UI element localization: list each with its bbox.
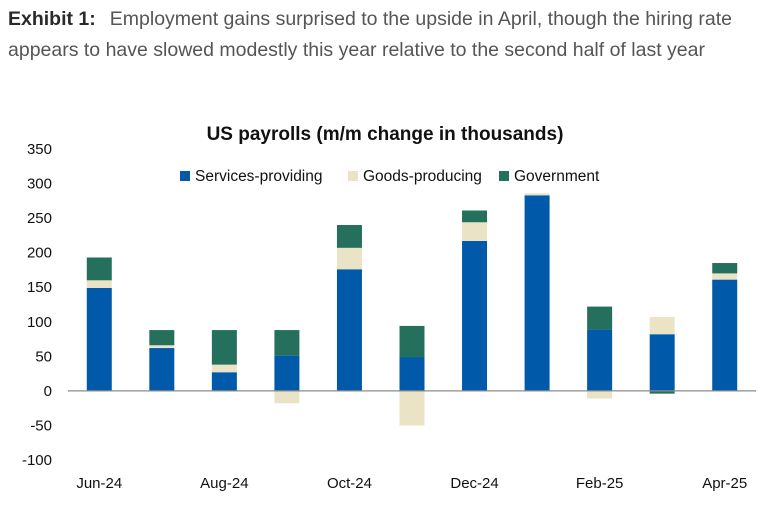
bar-services-providing: [274, 355, 300, 391]
bar-government: [649, 390, 675, 394]
y-axis: 350 300 250 200 150 100 50 0 -50 -100: [22, 141, 52, 469]
x-tick-label: Oct-24: [327, 475, 372, 492]
x-tick-label: Jun-24: [76, 475, 122, 492]
x-tick-label: Aug-24: [200, 475, 248, 492]
bar-goods-producing: [274, 390, 300, 404]
bar-government: [149, 330, 175, 346]
legend-swatch-goods-producing: [348, 171, 358, 181]
y-tick-label: 0: [44, 383, 52, 400]
bars: [86, 193, 738, 426]
legend-label-government: Government: [514, 168, 600, 185]
bar-goods-producing: [149, 345, 175, 349]
chart-title: US payrolls (m/m change in thousands): [207, 124, 564, 145]
y-tick-label: 150: [27, 279, 52, 296]
bar-services-providing: [524, 195, 550, 391]
exhibit-text: Employment gains surprised to the upside…: [8, 8, 732, 61]
bar-services-providing: [336, 269, 362, 391]
bar-government: [712, 263, 738, 274]
y-tick-label: 100: [27, 314, 52, 331]
exhibit-label: Exhibit 1:: [8, 8, 96, 30]
bar-goods-producing: [587, 390, 613, 399]
bar-services-providing: [399, 357, 425, 391]
bar-goods-producing: [462, 222, 488, 241]
bar-government: [86, 257, 112, 281]
bar-goods-producing: [399, 390, 425, 426]
bar-government: [336, 225, 362, 248]
bar-goods-producing: [336, 247, 362, 270]
bar-goods-producing: [211, 364, 237, 373]
y-tick-label: -50: [30, 417, 52, 434]
x-tick-label: Apr-25: [702, 475, 747, 492]
legend-label-goods-producing: Goods-producing: [363, 168, 482, 185]
y-tick-label: 350: [27, 141, 52, 158]
bar-goods-producing: [524, 193, 550, 196]
x-tick-label: Feb-25: [576, 475, 624, 492]
bar-government: [211, 330, 237, 365]
bar-government: [399, 325, 425, 358]
bar-services-providing: [712, 279, 738, 391]
bar-services-providing: [86, 287, 112, 391]
legend-swatch-government: [499, 171, 509, 181]
y-tick-label: -100: [22, 452, 52, 469]
x-axis: Jun-24 Aug-24 Oct-24 Dec-24 Feb-25 Apr-25: [76, 475, 747, 492]
y-tick-label: 50: [35, 348, 52, 365]
bar-goods-producing: [712, 273, 738, 280]
bar-services-providing: [211, 372, 237, 391]
bar-government: [274, 330, 300, 356]
legend-label-services-providing: Services-providing: [195, 168, 323, 185]
bar-services-providing: [649, 334, 675, 391]
bar-services-providing: [587, 329, 613, 391]
exhibit-caption: Exhibit 1: Employment gains surprised to …: [8, 4, 758, 66]
legend: Services-providing Goods-producing Governm…: [180, 168, 600, 185]
bar-goods-producing: [649, 316, 675, 335]
y-tick-label: 250: [27, 210, 52, 227]
x-tick-label: Dec-24: [450, 475, 498, 492]
bar-goods-producing: [86, 280, 112, 288]
bar-government: [587, 306, 613, 330]
legend-swatch-services-providing: [180, 171, 190, 181]
bar-services-providing: [149, 348, 175, 391]
bar-government: [462, 210, 488, 223]
bar-services-providing: [462, 240, 488, 391]
y-tick-label: 300: [27, 176, 52, 193]
y-tick-label: 200: [27, 245, 52, 262]
